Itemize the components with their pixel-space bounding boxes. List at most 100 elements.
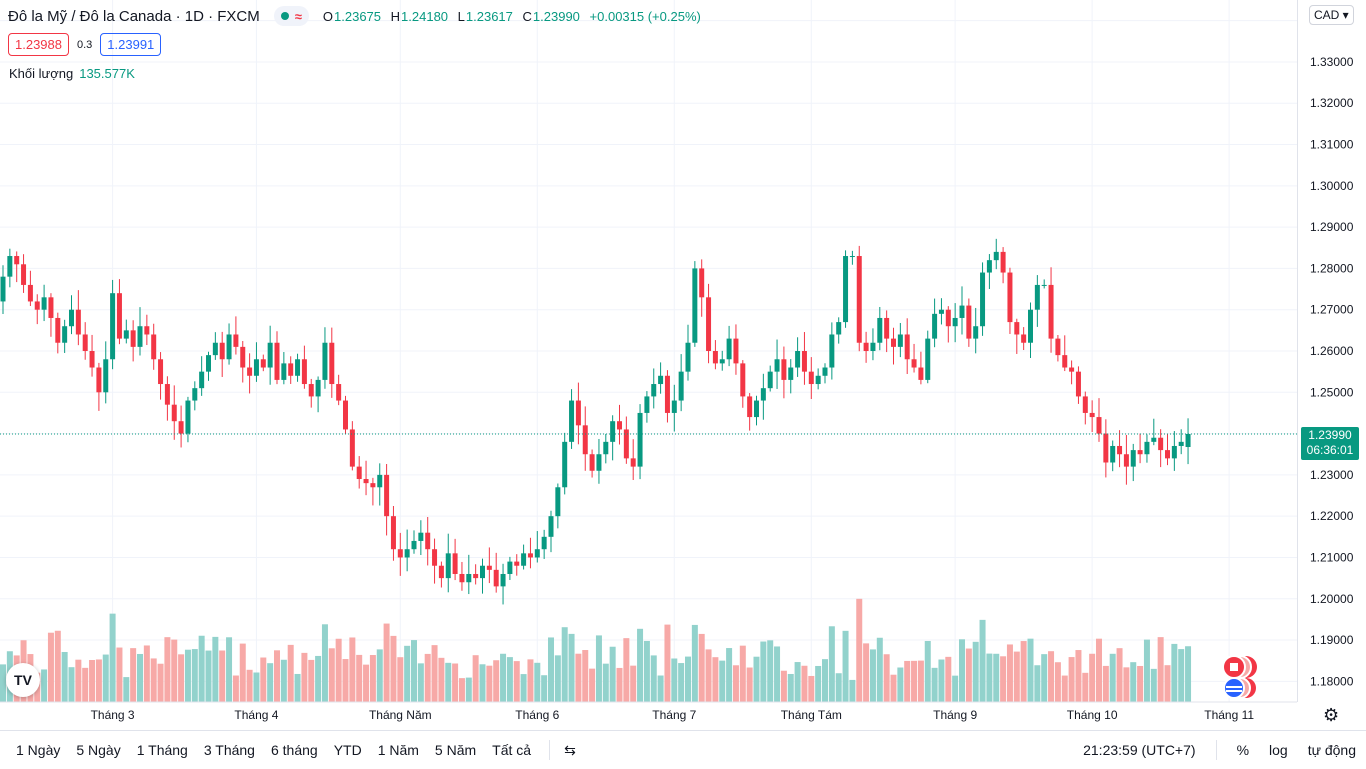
volume-bar — [137, 653, 143, 702]
candle-body — [1075, 371, 1081, 397]
volume-bar — [917, 660, 924, 702]
volume-bar — [1013, 651, 1020, 702]
range-1y[interactable]: 1 Năm — [377, 742, 419, 758]
price-chart[interactable]: Tháng 3 Tháng 4 Tháng Năm Tháng 6 Tháng 7 Thá… — [0, 0, 1297, 730]
candle-body — [130, 330, 136, 347]
candle-body — [603, 441, 609, 455]
volume-bar — [801, 665, 808, 702]
volume-bar — [582, 650, 589, 702]
candle-body — [384, 474, 390, 517]
percent-toggle[interactable]: % — [1236, 742, 1250, 758]
candle-body — [1082, 396, 1088, 413]
volume-bar — [712, 657, 719, 702]
range-5d[interactable]: 5 Ngày — [76, 742, 121, 758]
compare-icon[interactable]: ⇆ — [564, 741, 576, 758]
currency-selector[interactable]: CAD ▾ — [1309, 5, 1354, 25]
candle-body — [1117, 445, 1123, 455]
price-axis[interactable]: 1.340001.330001.320001.310001.300001.290… — [1297, 0, 1366, 702]
gear-icon[interactable]: ⚙ — [1323, 705, 1340, 725]
volume-bar — [1061, 675, 1068, 702]
tradingview-logo-icon[interactable]: TV — [6, 663, 40, 697]
candle-body — [678, 371, 684, 401]
candle-body — [116, 293, 122, 339]
volume-bar — [897, 667, 904, 702]
volume-bar — [637, 628, 644, 702]
market-status[interactable]: ≈ — [273, 6, 309, 26]
auto-toggle[interactable]: tự động — [1307, 742, 1356, 758]
candle-body — [1034, 284, 1040, 310]
candle-body — [1178, 441, 1184, 446]
range-5y[interactable]: 5 Năm — [434, 742, 477, 758]
volume-label[interactable]: Khối lượng — [9, 66, 74, 81]
volume-bar — [595, 635, 602, 702]
range-all[interactable]: Tất cả — [492, 742, 532, 758]
candle-body — [274, 342, 280, 380]
volume-bar — [568, 633, 575, 702]
candle-body — [849, 256, 855, 258]
bottom-toolbar: 1 Ngày 5 Ngày 1 Tháng 3 Tháng 6 tháng YT… — [0, 730, 1366, 769]
range-3m[interactable]: 3 Tháng — [203, 742, 255, 758]
candle-body — [1185, 434, 1191, 448]
clock-time[interactable]: 21:23:59 (UTC+7) — [1083, 742, 1196, 758]
volume-bar — [452, 663, 459, 702]
range-6m[interactable]: 6 tháng — [270, 742, 318, 758]
candle-body — [706, 297, 712, 351]
open-value: 1.23675 — [334, 8, 382, 24]
volume-bar — [1123, 667, 1130, 702]
candle-body — [808, 371, 814, 385]
volume-bar — [863, 643, 870, 702]
volume-bar — [760, 641, 767, 702]
volume-bar — [548, 637, 554, 702]
volume-bar — [274, 650, 280, 702]
candle-body — [55, 317, 61, 343]
range-ytd[interactable]: YTD — [333, 742, 362, 758]
range-1d[interactable]: 1 Ngày — [16, 742, 61, 758]
candle-body — [363, 479, 369, 484]
candle-body — [370, 483, 376, 488]
candle-countdown: 06:36:01 — [1306, 443, 1354, 457]
range-1m[interactable]: 1 Tháng — [136, 742, 188, 758]
candle-body — [1165, 450, 1170, 459]
price-tick-label: 1.32000 — [1310, 96, 1354, 110]
change-value: +0.00315 (+0.25%) — [589, 8, 701, 24]
volume-bar — [75, 659, 82, 702]
volume-bar — [1054, 662, 1061, 702]
price-tick-label: 1.20000 — [1310, 592, 1354, 606]
volume-bar — [842, 630, 849, 702]
volume-bar — [1178, 649, 1185, 702]
symbol-title[interactable]: Đô la Mỹ / Đô la Canada · 1D · FXCM — [8, 7, 260, 25]
volume-bar — [938, 659, 945, 702]
volume-bar — [1000, 656, 1007, 702]
ohlc-values: O1.23675 H1.24180 L1.23617 C1.23990 +0.0… — [322, 8, 701, 24]
volume-bar — [835, 673, 842, 702]
volume-bar — [404, 645, 411, 702]
volume-bar — [698, 633, 705, 702]
sell-button[interactable]: 1.23988 — [8, 33, 69, 56]
volume-bar — [979, 619, 986, 702]
volume-bar — [493, 660, 500, 702]
candle-body — [863, 342, 869, 351]
candle-body — [438, 565, 444, 579]
candle-body — [185, 400, 191, 434]
volume-bar — [130, 648, 137, 702]
price-tick-label: 1.25000 — [1310, 385, 1354, 399]
volume-bar — [89, 659, 96, 702]
candle-body — [651, 384, 657, 397]
log-toggle[interactable]: log — [1269, 742, 1288, 758]
buy-button[interactable]: 1.23991 — [100, 33, 162, 56]
candle-body — [562, 441, 568, 488]
candle-body — [952, 317, 958, 327]
candle-body — [1055, 338, 1061, 356]
candle-body — [527, 553, 533, 558]
candle-body — [226, 334, 232, 360]
candle-body — [1144, 441, 1150, 455]
candle-body — [418, 532, 424, 541]
volume-bar — [623, 638, 630, 702]
volume-bar — [739, 645, 746, 702]
volume-bar — [479, 664, 486, 702]
candle-body — [7, 256, 13, 277]
volume-bar — [945, 656, 952, 702]
candle-body — [295, 359, 301, 376]
volume-bar — [438, 657, 445, 702]
candle-body — [308, 384, 314, 397]
